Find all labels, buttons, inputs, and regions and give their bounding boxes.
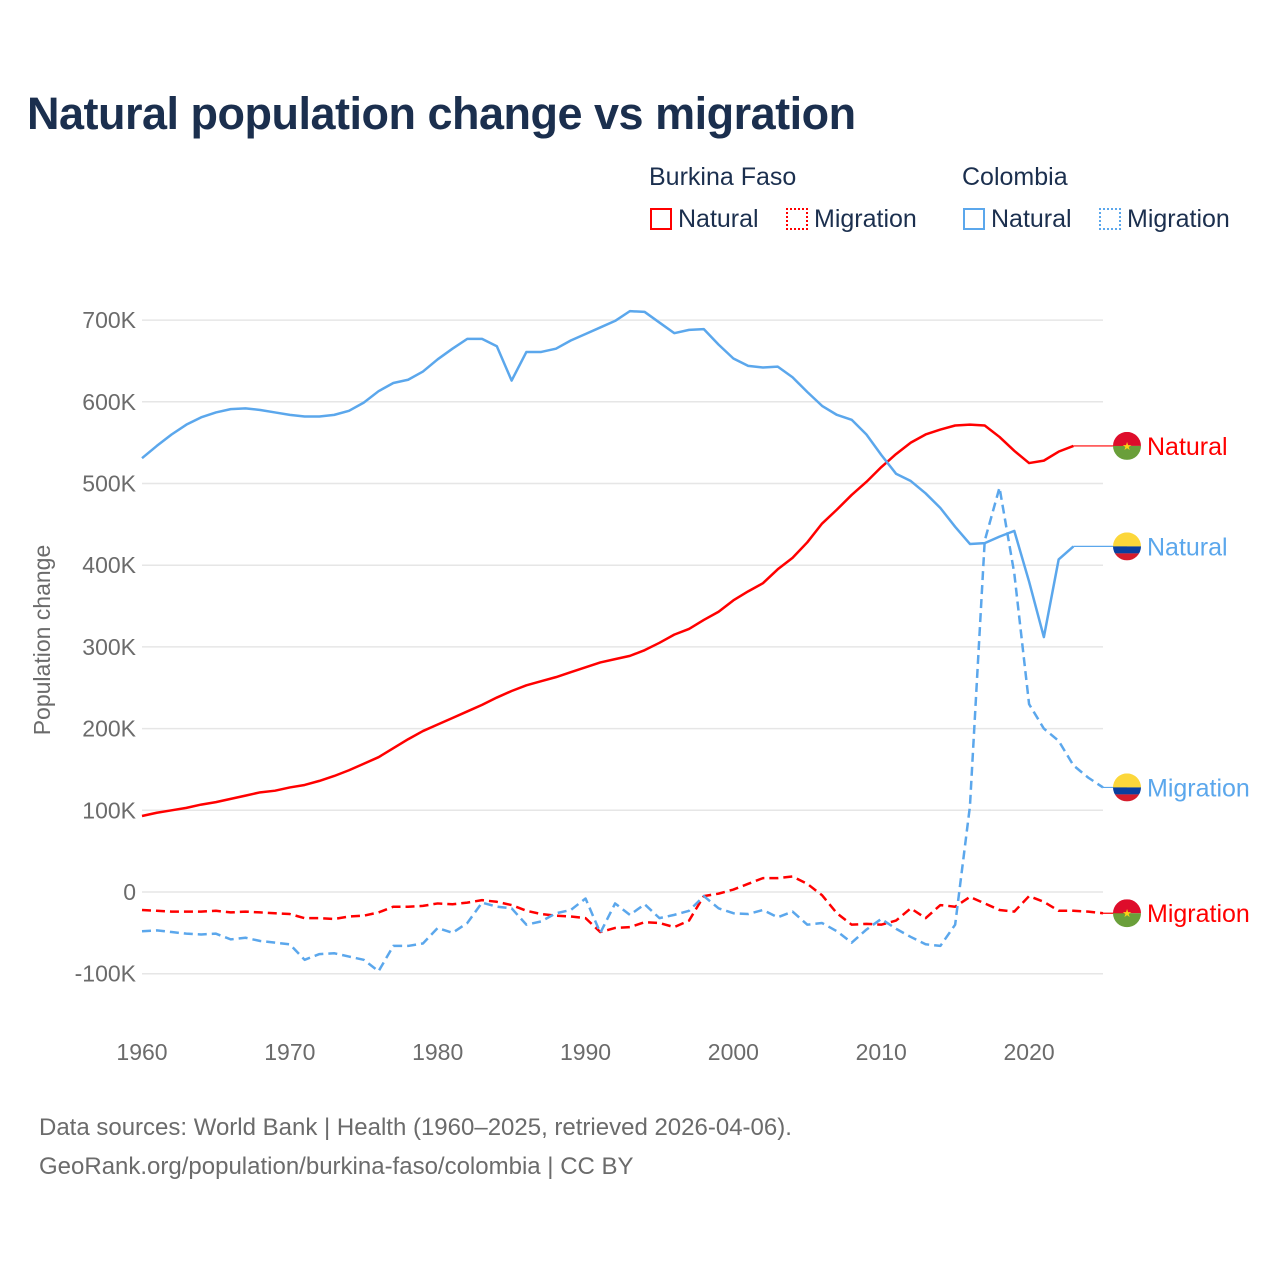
- legend-colombia-natural[interactable]: Natural: [963, 205, 1072, 234]
- flag-stripe-red: [1113, 794, 1141, 802]
- series-end-label: Natural: [1147, 433, 1228, 461]
- series-line-burkina-faso-migration: [141, 875, 1104, 934]
- series-end-label: Natural: [1147, 533, 1228, 561]
- y-tick-label: -100K: [75, 961, 137, 987]
- flag-stripe-red: [1113, 431, 1141, 446]
- x-tick-label: 2000: [708, 1039, 759, 1065]
- y-tick-label: 300K: [82, 634, 136, 660]
- y-tick-label: 500K: [82, 471, 136, 497]
- burkina-faso-flag-icon: ★: [1113, 431, 1141, 460]
- flag-stripe-yellow: [1113, 532, 1141, 547]
- x-tick-label: 1990: [560, 1039, 611, 1065]
- legend-group-colombia: Colombia: [962, 163, 1068, 191]
- series-line-colombia-natural: [141, 309, 1075, 639]
- legend-label: Migration: [1127, 205, 1230, 233]
- flag-stripes: ★: [1113, 431, 1141, 460]
- legend-swatch-dotted: [786, 208, 808, 230]
- flag-stripe-red: [1113, 899, 1141, 914]
- flag-star: ★: [1122, 441, 1132, 453]
- x-tick-label: 1960: [116, 1039, 167, 1065]
- y-tick-label: 100K: [82, 797, 136, 823]
- flag-stripe-yellow: [1113, 773, 1141, 788]
- legend-colombia-migration[interactable]: Migration: [1099, 205, 1230, 234]
- burkina-faso-flag-icon: ★: [1113, 899, 1141, 928]
- series-end-label: Migration: [1147, 900, 1250, 928]
- legend-label: Natural: [678, 205, 759, 233]
- flag-stripe-red: [1113, 553, 1141, 561]
- colombia-flag-icon: [1113, 773, 1141, 802]
- flag-stripes: [1113, 532, 1141, 561]
- legend-label: Migration: [814, 205, 917, 233]
- flag-stripe-blue: [1113, 546, 1141, 554]
- source-note: Data sources: World Bank | Health (1960–…: [39, 1108, 792, 1186]
- y-tick-label: 400K: [82, 552, 136, 578]
- legend-burkina-natural[interactable]: Natural: [650, 205, 759, 234]
- flag-stripe-green: [1113, 445, 1141, 460]
- y-tick-label: 0: [123, 879, 136, 905]
- legend-swatch-solid: [650, 208, 672, 230]
- x-tick-label: 2010: [856, 1039, 907, 1065]
- series-end-label: Migration: [1147, 774, 1250, 802]
- flag-stripe-green: [1113, 913, 1141, 928]
- series-line-burkina-faso-natural: [141, 423, 1074, 818]
- flag-stripes: ★: [1113, 899, 1141, 928]
- x-tick-label: 1980: [412, 1039, 463, 1065]
- y-tick-label: 600K: [82, 389, 136, 415]
- legend-group-burkina: Burkina Faso: [649, 163, 797, 191]
- flag-stripe-blue: [1113, 787, 1141, 795]
- x-tick-label: 1970: [264, 1039, 315, 1065]
- legend-label: Natural: [991, 205, 1072, 233]
- y-tick-label: 700K: [82, 307, 136, 333]
- flag-star: ★: [1122, 908, 1132, 920]
- source-line-2: GeoRank.org/population/burkina-faso/colo…: [39, 1153, 634, 1180]
- chart-title: Natural population change vs migration: [27, 88, 856, 139]
- colombia-flag-icon: [1113, 532, 1141, 561]
- legend-swatch-dotted: [1099, 208, 1121, 230]
- x-tick-label: 2020: [1003, 1039, 1054, 1065]
- source-line-1: Data sources: World Bank | Health (1960–…: [39, 1114, 792, 1141]
- legend-swatch-solid: [963, 208, 985, 230]
- legend-burkina-migration[interactable]: Migration: [786, 205, 917, 234]
- y-axis-label: Population change: [29, 545, 55, 736]
- flag-stripes: [1113, 773, 1141, 802]
- series-line-colombia-migration: [141, 486, 1104, 973]
- y-tick-label: 200K: [82, 716, 136, 742]
